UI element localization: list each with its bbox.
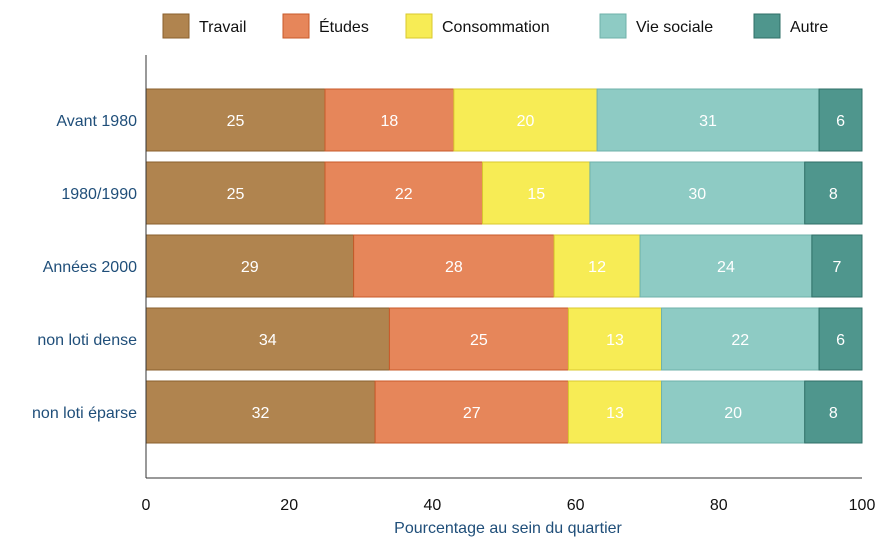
bar-segment — [145, 88, 326, 152]
bar-value-label: 25 — [227, 113, 245, 130]
bar-segment — [589, 161, 806, 225]
bar-segment — [453, 88, 598, 152]
bar-value-label: 32 — [252, 405, 270, 422]
category-label: non loti dense — [37, 332, 137, 349]
bar-value-label: 25 — [470, 332, 488, 349]
bar-segment — [388, 307, 569, 371]
bar-value-label: 8 — [829, 405, 838, 422]
bar-value-label: 18 — [381, 113, 399, 130]
legend-label: Vie sociale — [636, 19, 713, 36]
bar-value-label: 29 — [241, 259, 259, 276]
bar-segment — [145, 161, 326, 225]
bar-segment — [353, 234, 555, 298]
bar-value-label: 22 — [731, 332, 749, 349]
legend-label: Travail — [199, 19, 246, 36]
category-label: 1980/1990 — [61, 186, 137, 203]
bar-segment — [567, 307, 663, 371]
bar-value-label: 28 — [445, 259, 463, 276]
bar-value-label: 30 — [688, 186, 706, 203]
bar-segment — [804, 380, 863, 444]
bar-value-label: 24 — [717, 259, 735, 276]
bar-segment — [374, 380, 569, 444]
bar-value-label: 31 — [699, 113, 717, 130]
bar-value-label: 15 — [527, 186, 545, 203]
bar-segment — [811, 234, 863, 298]
x-tick-label: 0 — [142, 497, 151, 514]
bar-segment — [553, 234, 641, 298]
bar-segment — [661, 307, 820, 371]
bar-value-label: 13 — [606, 405, 624, 422]
legend-swatch — [405, 13, 433, 39]
bar-value-label: 25 — [227, 186, 245, 203]
bar-segment — [818, 307, 863, 371]
bar-value-label: 7 — [832, 259, 841, 276]
bar-value-label: 8 — [829, 186, 838, 203]
bar-segment — [804, 161, 863, 225]
x-tick-label: 40 — [424, 497, 442, 514]
bar-segment — [482, 161, 591, 225]
bar-segment — [818, 88, 863, 152]
bar-segment — [324, 161, 484, 225]
legend-label: Études — [319, 17, 369, 36]
bar-value-label: 6 — [836, 332, 845, 349]
x-tick-label: 60 — [567, 497, 585, 514]
bar-segment — [596, 88, 820, 152]
bar-value-label: 27 — [463, 405, 481, 422]
x-tick-label: 100 — [849, 497, 876, 514]
bar-value-label: 20 — [724, 405, 742, 422]
bar-value-label: 20 — [517, 113, 535, 130]
legend: Travail Études Consommation Vie sociale Autr… — [162, 13, 828, 39]
x-axis-ticks: 0 20 40 60 80 100 — [142, 497, 876, 514]
bars: 25 18 20 31 6 25 22 15 30 8 29 28 12 24 7 34 25 13 22 6 32 27… — [145, 88, 863, 444]
legend-swatch — [753, 13, 781, 39]
bar-value-label: 13 — [606, 332, 624, 349]
legend-swatch — [599, 13, 627, 39]
x-tick-label: 20 — [280, 497, 298, 514]
bar-value-label: 12 — [588, 259, 606, 276]
category-label: Années 2000 — [43, 259, 137, 276]
legend-label: Consommation — [442, 19, 550, 36]
category-label: non loti éparse — [32, 405, 137, 422]
category-label: Avant 1980 — [56, 113, 137, 130]
x-axis-title: Pourcentage au sein du quartier — [394, 520, 622, 537]
bar-segment — [567, 380, 663, 444]
legend-label: Autre — [790, 19, 828, 36]
bar-value-label: 6 — [836, 113, 845, 130]
bar-segment — [639, 234, 813, 298]
category-labels: Avant 1980 1980/1990 Années 2000 non loti d… — [32, 113, 137, 422]
legend-swatch — [162, 13, 190, 39]
bar-value-label: 22 — [395, 186, 413, 203]
bar-segment — [145, 380, 376, 444]
bar-segment — [324, 88, 455, 152]
x-tick-label: 80 — [710, 497, 728, 514]
bar-value-label: 34 — [259, 332, 277, 349]
legend-swatch — [282, 13, 310, 39]
